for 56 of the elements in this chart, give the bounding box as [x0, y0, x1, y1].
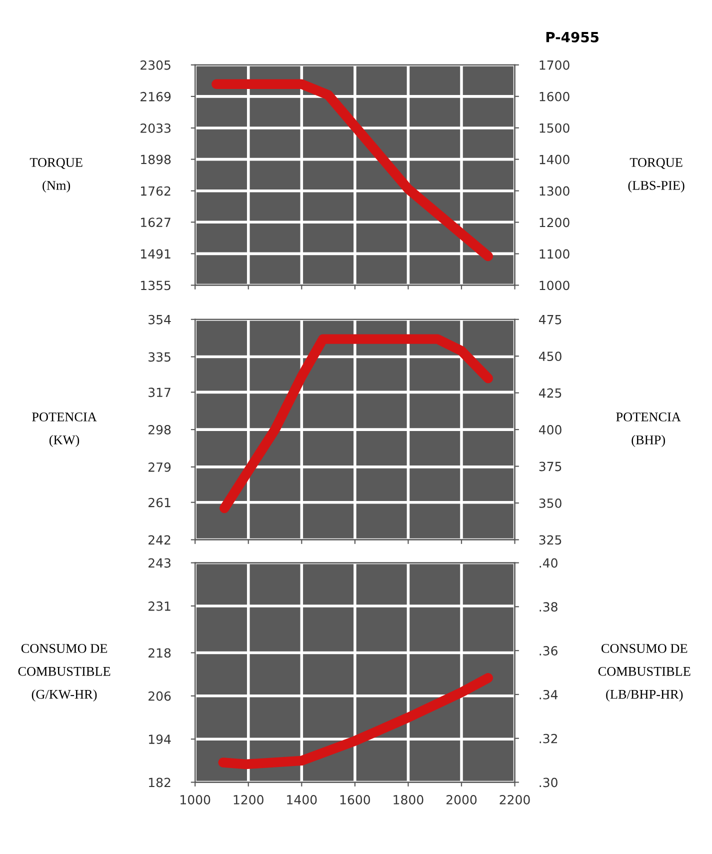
- y-tick-label: 2033: [140, 123, 170, 133]
- x-tick-label: 1400: [287, 794, 317, 804]
- x-tick-label: 1200: [234, 794, 264, 804]
- y-tick-label: 2169: [140, 92, 171, 102]
- y2-tick-label: .32: [540, 734, 558, 744]
- y2-tick-label: 1600: [540, 92, 570, 102]
- y2-tick-label: .30: [540, 778, 558, 788]
- y-tick-label: 231: [148, 601, 170, 611]
- text: P-4955: [546, 32, 599, 42]
- y-tick-label: 182: [148, 778, 170, 788]
- y-tick-label: 218: [148, 648, 171, 658]
- y2-tick-label: 1000: [540, 280, 570, 290]
- y2-tick-label: 425: [539, 388, 562, 398]
- y2-tick-label: .36: [540, 646, 558, 656]
- y-tick-label: 1898: [141, 154, 171, 164]
- x-tick-label: 2200: [500, 794, 530, 804]
- y-tick-label: 206: [148, 691, 171, 701]
- x-tick-label: 1600: [340, 794, 370, 804]
- y-axis-title: TORQUE (Nm): [30, 158, 82, 193]
- y2-tick-label: 350: [539, 498, 562, 508]
- x-tick-label: 2000: [446, 794, 477, 804]
- y2-tick-label: .34: [540, 690, 558, 700]
- y-axis-title: CONSUMO DE COMBUSTIBLE (G/KW-HR): [18, 644, 110, 702]
- y-tick-label: 354: [148, 314, 171, 324]
- y2-tick-label: .40: [540, 558, 558, 568]
- x-tick-label: 1800: [394, 794, 424, 804]
- y2-axis-title: CONSUMO DE COMBUSTIBLE (LB/BHP-HR): [598, 644, 690, 702]
- y-tick-label: 335: [148, 352, 170, 362]
- y2-tick-label: 1300: [540, 186, 570, 196]
- y-tick-label: 279: [148, 462, 171, 472]
- y-tick-label: 242: [148, 535, 170, 544]
- y2-tick-label: 325: [539, 535, 562, 545]
- y-tick-label: 1627: [141, 218, 170, 228]
- y2-tick-label: .38: [540, 602, 558, 612]
- y-axis-title: POTENCIA (KW): [32, 412, 97, 448]
- y2-tick-label: 475: [539, 315, 562, 324]
- y2-tick-label: 375: [539, 462, 562, 472]
- y2-tick-label: 1700: [540, 60, 570, 70]
- y2-tick-label: 1500: [540, 123, 570, 133]
- y-tick-label: 1762: [141, 186, 170, 196]
- y2-tick-label: 1200: [540, 218, 570, 228]
- y-tick-label: 2305: [140, 60, 170, 70]
- y-tick-label: 1355: [141, 280, 170, 290]
- y2-axis-title: TORQUE (LBS-PIE): [628, 158, 684, 193]
- y2-tick-label: 1100: [540, 249, 570, 259]
- y-tick-label: 317: [148, 388, 170, 398]
- y-tick-label: 261: [148, 498, 170, 508]
- x-tick-label: 1000: [180, 794, 210, 804]
- y-tick-label: 243: [148, 558, 170, 568]
- y2-axis-title: POTENCIA (BHP): [616, 412, 681, 448]
- y-tick-label: 298: [148, 425, 171, 434]
- y2-tick-label: 400: [539, 425, 562, 434]
- y2-tick-label: 450: [539, 352, 562, 362]
- y2-tick-label: 1400: [540, 154, 570, 164]
- y-tick-label: 1491: [141, 249, 170, 259]
- y-tick-label: 194: [148, 734, 171, 744]
